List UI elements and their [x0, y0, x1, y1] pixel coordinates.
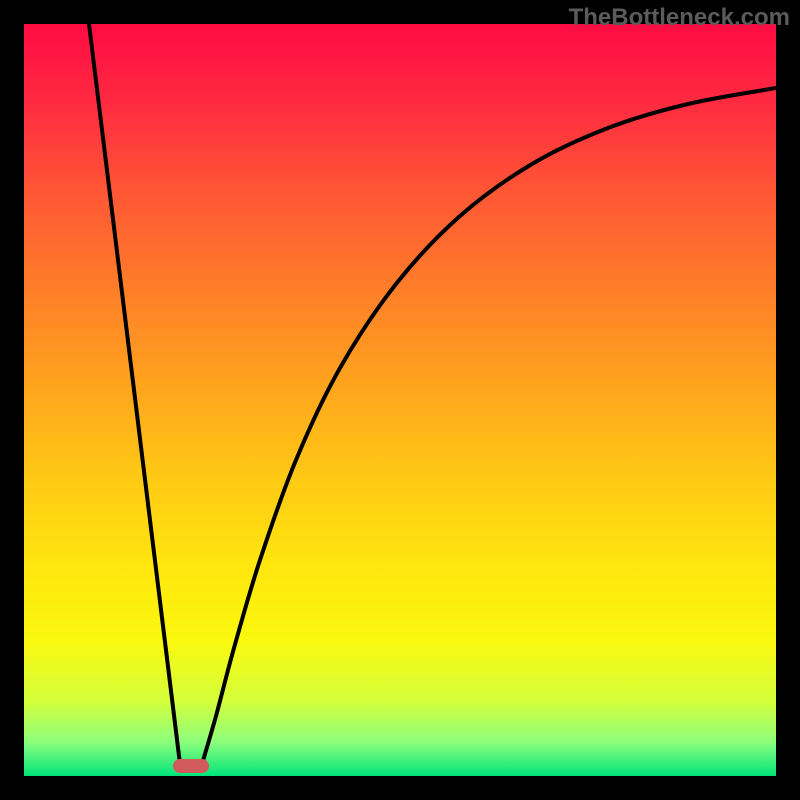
watermark-text: TheBottleneck.com [569, 4, 790, 32]
vertex-marker [173, 759, 209, 773]
bottleneck-chart [0, 0, 800, 800]
chart-root: TheBottleneck.com [0, 0, 800, 800]
